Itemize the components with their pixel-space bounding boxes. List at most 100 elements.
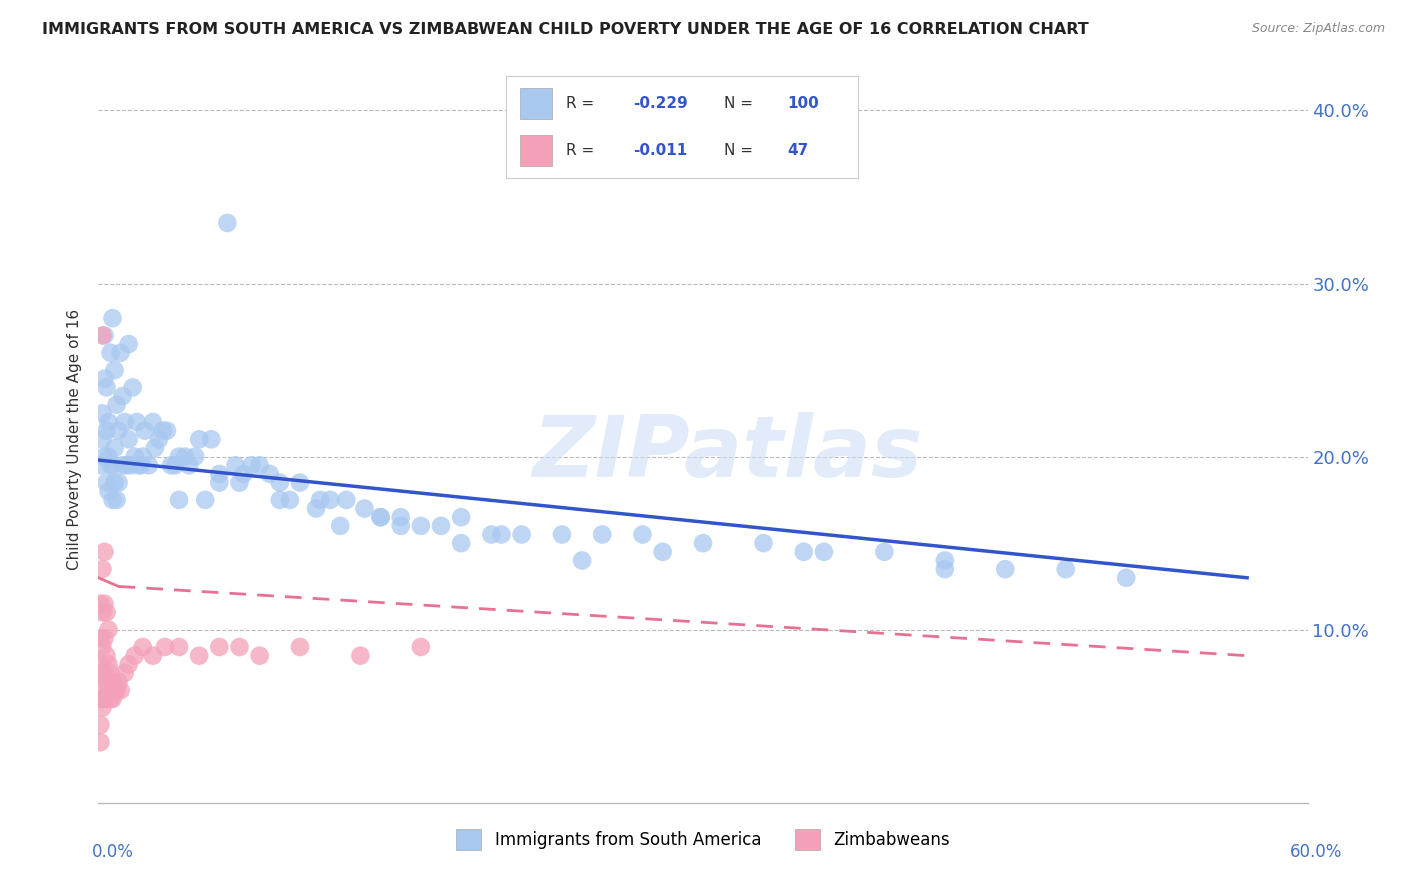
Point <box>152 424 174 438</box>
Point <box>89 692 111 706</box>
Point <box>91 432 114 446</box>
Text: 0.0%: 0.0% <box>91 843 134 861</box>
Point <box>184 450 207 464</box>
Point <box>101 692 124 706</box>
Point <box>160 458 183 473</box>
Point <box>124 648 146 663</box>
Point <box>128 458 150 473</box>
Point <box>217 216 239 230</box>
Point <box>111 458 134 473</box>
Point <box>91 328 114 343</box>
Point <box>110 345 132 359</box>
Point <box>105 398 128 412</box>
Point <box>91 665 114 680</box>
Point <box>93 692 115 706</box>
Point <box>132 450 155 464</box>
Point <box>89 683 111 698</box>
Point <box>103 683 125 698</box>
Point <box>118 432 141 446</box>
Point <box>89 657 111 672</box>
Point <box>89 735 111 749</box>
Point <box>125 415 148 429</box>
Point <box>97 450 120 464</box>
Point <box>228 640 250 654</box>
Point <box>93 450 115 464</box>
Point <box>97 484 120 499</box>
Point <box>118 657 141 672</box>
Point <box>349 648 371 663</box>
Point <box>101 458 124 473</box>
Point <box>93 597 115 611</box>
Point <box>389 510 412 524</box>
Point <box>156 424 179 438</box>
Point <box>288 640 311 654</box>
Point <box>89 718 111 732</box>
Point <box>208 467 231 481</box>
Text: IMMIGRANTS FROM SOUTH AMERICA VS ZIMBABWEAN CHILD POVERTY UNDER THE AGE OF 16 CO: IMMIGRANTS FROM SOUTH AMERICA VS ZIMBABW… <box>42 22 1088 37</box>
Point <box>96 648 118 663</box>
Y-axis label: Child Poverty Under the Age of 16: Child Poverty Under the Age of 16 <box>67 309 83 570</box>
Point <box>651 545 673 559</box>
Point <box>240 458 263 473</box>
Point <box>194 492 217 507</box>
Point <box>124 450 146 464</box>
Point <box>148 432 170 446</box>
Point <box>167 640 190 654</box>
Point <box>100 692 122 706</box>
Point <box>96 475 118 490</box>
Point <box>105 683 128 698</box>
Bar <box>520 136 551 166</box>
Point <box>134 424 156 438</box>
Point <box>96 380 118 394</box>
Point <box>450 510 472 524</box>
Bar <box>520 88 551 119</box>
Point <box>96 424 118 438</box>
Point <box>91 562 114 576</box>
Point <box>93 328 115 343</box>
Point <box>232 467 254 481</box>
Text: 47: 47 <box>787 144 808 158</box>
Point <box>174 450 197 464</box>
Point <box>409 519 432 533</box>
Point <box>107 674 129 689</box>
Point <box>934 553 956 567</box>
Point <box>101 674 124 689</box>
Point <box>994 562 1017 576</box>
Point <box>93 545 115 559</box>
Point <box>89 458 111 473</box>
Point <box>510 527 533 541</box>
Point <box>269 475 291 490</box>
Point <box>143 441 166 455</box>
Point <box>591 527 613 541</box>
Point <box>551 527 574 541</box>
Point <box>329 519 352 533</box>
Point <box>100 665 122 680</box>
Point <box>793 545 815 559</box>
Point <box>430 519 453 533</box>
Point <box>319 492 342 507</box>
Point <box>813 545 835 559</box>
Point <box>873 545 896 559</box>
Point <box>107 424 129 438</box>
Point <box>91 606 114 620</box>
Point <box>450 536 472 550</box>
Point <box>353 501 375 516</box>
Point <box>249 458 271 473</box>
Point <box>89 632 111 646</box>
Point <box>188 648 211 663</box>
Point <box>142 415 165 429</box>
Point <box>114 665 136 680</box>
Point <box>96 606 118 620</box>
Point <box>179 458 201 473</box>
Point <box>370 510 392 524</box>
Point <box>278 492 301 507</box>
Point <box>111 389 134 403</box>
Point <box>89 597 111 611</box>
Point <box>91 692 114 706</box>
Point <box>107 475 129 490</box>
Point <box>491 527 513 541</box>
Point <box>100 345 122 359</box>
Text: R =: R = <box>565 96 595 111</box>
Point <box>167 492 190 507</box>
Text: R =: R = <box>565 144 595 158</box>
